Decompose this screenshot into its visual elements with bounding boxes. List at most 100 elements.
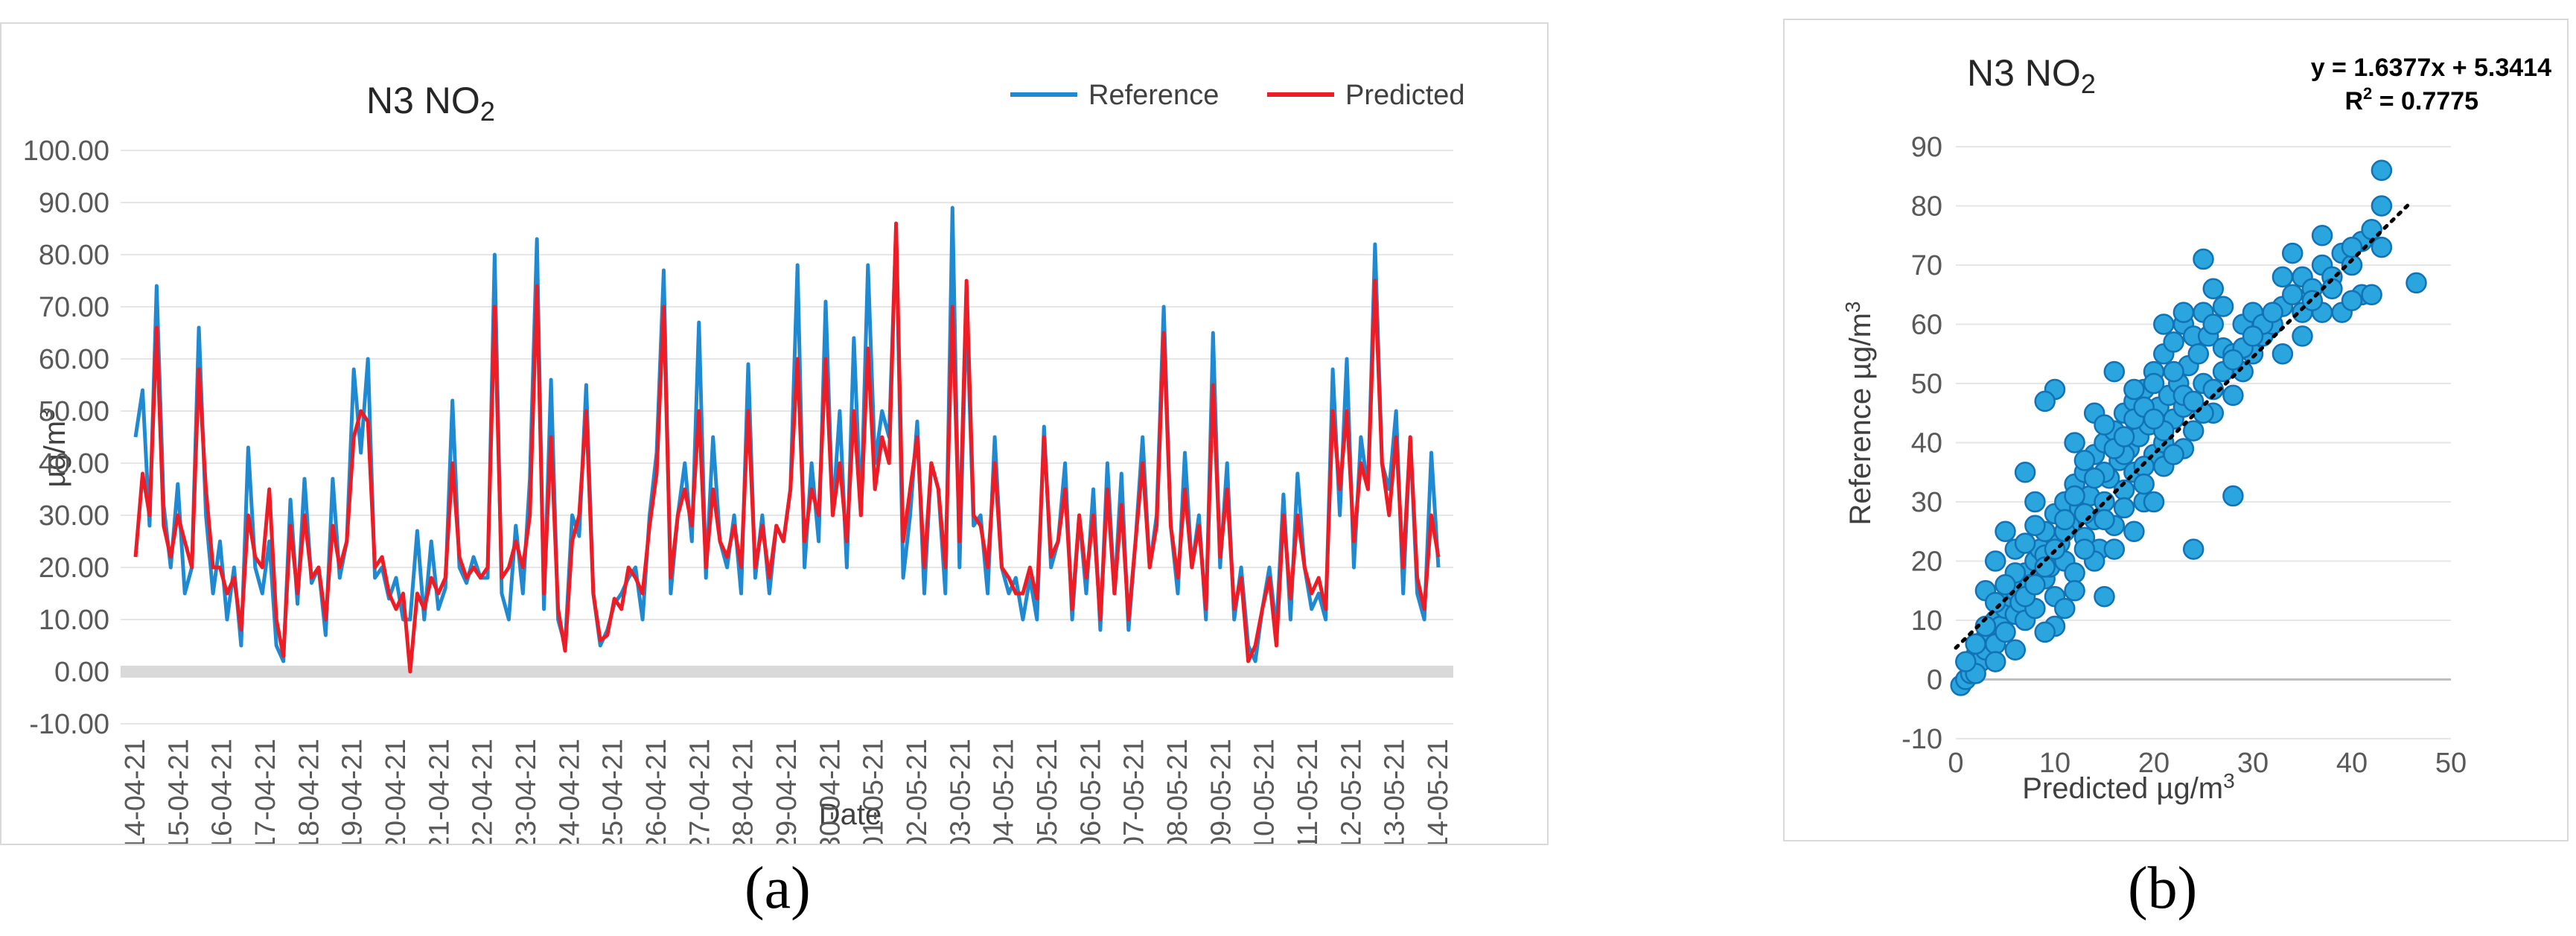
gridlines xyxy=(1956,146,2451,739)
scatter-point xyxy=(2262,302,2283,323)
line-chart-panel: N3 NO2 Reference Predicted Date µg/m3 -1… xyxy=(0,22,1549,845)
scatter-point xyxy=(2406,272,2427,294)
x-tick-label: 05-05-21 xyxy=(1032,739,1063,844)
scatter-point xyxy=(2083,467,2105,489)
scatter-point xyxy=(2182,390,2204,413)
y-axis-title: Reference µg/m3 xyxy=(1841,302,1877,526)
scatter-point xyxy=(2073,450,2096,471)
x-tick-label: 03-05-21 xyxy=(945,739,976,844)
scatter-point xyxy=(2123,520,2145,543)
scatter-point xyxy=(1995,574,2016,596)
x-tick-label: 14-04-21 xyxy=(120,739,151,844)
x-tick-label: 25-04-21 xyxy=(598,739,629,844)
scatter-point xyxy=(2371,195,2393,217)
scatter-point xyxy=(2341,236,2363,258)
caption-a: (a) xyxy=(745,856,811,921)
x-tick-label: 08-05-21 xyxy=(1162,739,1193,844)
scatter-point xyxy=(2163,444,2184,465)
scatter-point xyxy=(2133,473,2155,495)
scatter-point xyxy=(2271,266,2294,288)
x-tick-label: 11-05-21 xyxy=(1292,739,1324,844)
scatter-point xyxy=(2103,538,2126,560)
x-tick-label: 50 xyxy=(2435,748,2467,779)
scatter-point xyxy=(2034,621,2056,643)
scatter-point xyxy=(2024,491,2046,513)
x-tick-label: 10-05-21 xyxy=(1249,739,1281,844)
scatter-chart: N3 NO2 y = 1.6377x + 5.3414 R2 = 0.7775 … xyxy=(1841,52,2551,805)
scatter-point xyxy=(2034,390,2056,413)
y-tick-label: 70.00 xyxy=(39,292,109,323)
y-tick-label: 20 xyxy=(1911,547,1942,578)
y-tick-label: 0 xyxy=(1927,665,1942,696)
y-axis-title: µg/m3 xyxy=(36,409,71,487)
x-tick-label: 18-04-21 xyxy=(293,739,325,844)
predicted-series-line xyxy=(133,221,1441,674)
r-squared-label: R2 = 0.7775 xyxy=(2344,84,2478,115)
scatter-point xyxy=(2143,372,2165,395)
scatter-point xyxy=(2064,580,2085,602)
y-tick-label: 0.00 xyxy=(54,657,109,688)
scatter-point xyxy=(2103,360,2126,383)
x-tick-label: 28-04-21 xyxy=(728,739,759,844)
scatter-point xyxy=(2212,296,2234,317)
x-tick-labels: 14-04-21 15-04-21 16-04-21 17-04-21 18-04-21… xyxy=(120,739,1454,844)
scatter-point xyxy=(2064,432,2085,453)
scatter-point xyxy=(2202,313,2225,335)
x-tick-labels: 0 10 20 30 40 50 xyxy=(1948,748,2467,779)
scatter-point xyxy=(2014,532,2036,554)
x-tick-label: 20-04-21 xyxy=(380,739,412,844)
x-tick-label: 07-05-21 xyxy=(1119,739,1150,844)
x-tick-label: 19-04-21 xyxy=(337,739,369,844)
series-lines xyxy=(133,206,1441,674)
y-tick-label: 90 xyxy=(1911,132,1942,163)
caption-b: (b) xyxy=(2128,856,2198,921)
x-tick-label: 02-05-21 xyxy=(902,739,933,844)
scatter-point xyxy=(2341,290,2363,311)
scatter-point xyxy=(2024,515,2046,537)
x-tick-label: 01-05-21 xyxy=(858,739,890,844)
trendline xyxy=(1954,200,2414,650)
scatter-chart-panel: N3 NO2 y = 1.6377x + 5.3414 R2 = 0.7775 … xyxy=(1783,19,2569,841)
x-tick-label: 15-04-21 xyxy=(163,739,194,844)
scatter-chart-title: N3 NO2 xyxy=(1967,52,2096,99)
scatter-point xyxy=(2182,538,2204,560)
x-tick-label: 26-04-21 xyxy=(641,739,672,844)
x-axis-title: Date xyxy=(819,798,882,831)
scatter-point xyxy=(2222,384,2244,407)
scatter-point xyxy=(2371,159,2393,182)
y-tick-label: 80 xyxy=(1911,191,1942,223)
x-tick-label: 21-04-21 xyxy=(424,739,455,844)
scatter-point xyxy=(2014,462,2036,483)
line-chart-title: N3 NO2 xyxy=(366,80,495,127)
scatter-point xyxy=(1984,591,2006,614)
scatter-points xyxy=(1950,159,2427,696)
y-tick-label: -10.00 xyxy=(29,709,109,740)
scatter-point xyxy=(2113,426,2135,448)
scatter-point xyxy=(2094,414,2115,436)
line-chart: N3 NO2 Reference Predicted Date µg/m3 -1… xyxy=(23,80,1465,844)
y-tick-label: 50.00 xyxy=(39,396,109,427)
x-tick-label: 27-04-21 xyxy=(684,739,715,844)
x-tick-label: 24-04-21 xyxy=(554,739,585,844)
x-tick-label: 20 xyxy=(2138,748,2169,779)
scatter-point xyxy=(2024,574,2046,596)
trendline-equation: y = 1.6377x + 5.3414 xyxy=(2311,54,2551,82)
x-tick-label: 16-04-21 xyxy=(207,739,238,844)
scatter-point xyxy=(2202,378,2225,401)
scatter-point xyxy=(1995,621,2016,643)
scatter-point xyxy=(2222,348,2244,371)
scatter-point xyxy=(1984,651,2006,672)
x-tick-label: 10 xyxy=(2039,748,2070,779)
x-tick-label: 09-05-21 xyxy=(1205,739,1237,844)
scatter-point xyxy=(2242,325,2264,347)
scatter-point xyxy=(2054,597,2076,620)
scatter-point xyxy=(2004,639,2027,661)
scatter-point xyxy=(2073,538,2096,560)
scatter-point xyxy=(2054,509,2076,531)
scatter-point xyxy=(2202,278,2225,300)
x-tick-label: 17-04-21 xyxy=(250,739,281,844)
y-tick-label: -10 xyxy=(1901,724,1942,755)
scatter-point xyxy=(2361,284,2382,306)
x-tick-label: 40 xyxy=(2336,748,2368,779)
y-tick-labels: -10.00 0.00 10.00 20.00 30.00 40.00 50.00 60.00… xyxy=(23,136,109,740)
